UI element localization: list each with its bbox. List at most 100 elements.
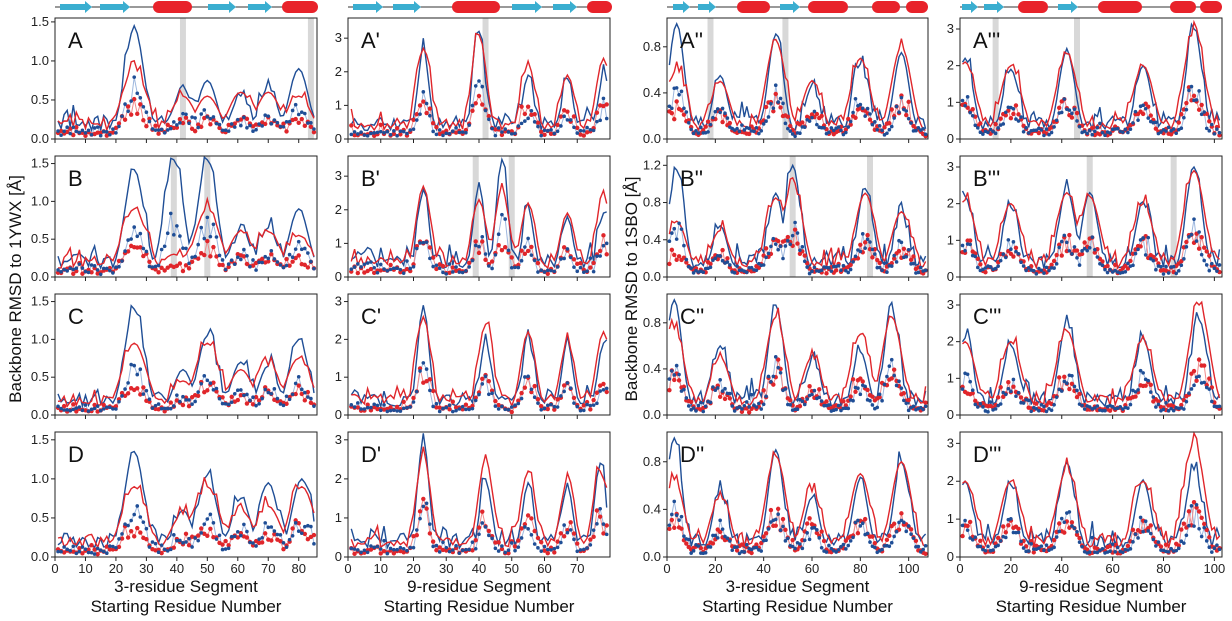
point-blue-D3-87 [1182,541,1186,545]
point-red-B-65 [253,260,259,266]
point-red-A-74 [281,121,286,126]
ss-strand-9res-1YWX-0 [353,1,383,13]
point-blue-A3-81 [1166,125,1171,130]
point-blue-C1-20 [414,389,419,394]
point-blue-C1-59 [542,406,547,411]
point-blue-A-83 [309,120,313,125]
point-blue-D3-24 [1021,546,1026,550]
point-blue-A-65 [254,127,258,132]
ytick-label-D-2: 1.0 [31,471,49,486]
point-blue-C-83 [309,396,313,401]
point-blue-C2-78 [856,386,860,391]
point-red-D1-50 [512,544,518,549]
point-red-C1-30 [447,407,452,412]
point-red-C2-72 [841,399,846,404]
highlight-band-A3-0 [992,18,999,139]
point-red-D-47 [199,526,204,531]
xtick-label-D1-4: 40 [472,561,486,576]
point-red-C1-73 [588,407,593,412]
point-blue-C-36 [165,406,170,411]
point-blue-A2-59 [810,115,814,120]
point-blue-D-78 [293,521,298,525]
point-red-D1-25 [430,539,436,544]
point-blue-C1-69 [575,404,580,409]
point-blue-B-15 [101,266,106,271]
point-red-B-75 [284,256,289,262]
point-blue-D-76 [287,537,292,542]
point-blue-C2-27 [732,409,737,413]
point-blue-D2-85 [873,545,877,550]
point-blue-C1-44 [493,404,498,408]
point-red-A2-50 [788,123,793,129]
point-blue-A2-7 [684,110,689,114]
point-blue-D1-44 [493,546,498,551]
point-blue-C-76 [287,397,292,402]
point-blue-C-39 [175,393,179,397]
point-blue-C-43 [187,398,191,402]
point-red-D3-78 [1158,544,1164,549]
point-blue-B1-15 [398,267,403,272]
point-blue-B1-24 [428,256,432,261]
point-blue-C-54 [220,401,225,406]
point-blue-B3-13 [993,266,998,271]
point-red-B2-93 [891,256,897,261]
series-blue-line-D3 [961,460,1221,550]
point-red-D-16 [104,544,109,549]
point-red-B2-87 [877,260,882,266]
point-blue-B-5 [71,267,76,272]
point-blue-C-82 [306,395,310,399]
panel-frame-A3 [959,17,1223,140]
point-blue-B3-49 [1085,248,1089,253]
ytick-label-A-1: 0.5 [31,92,49,107]
point-blue-B3-70 [1138,238,1143,242]
point-blue-D1-63 [555,545,560,550]
point-blue-D2-62 [817,536,822,540]
point-blue-A-57 [229,122,234,126]
point-red-B3-3 [967,238,973,243]
point-red-C1-19 [411,395,416,401]
point-red-C-79 [296,383,301,388]
point-red-C1-58 [539,403,544,409]
point-red-C-64 [250,402,256,407]
point-blue-B-47 [199,225,204,230]
point-blue-A1-63 [555,129,560,134]
point-red-C-43 [186,404,192,409]
point-blue-D2-5 [679,514,684,519]
point-red-C-2 [61,403,67,409]
point-blue-C-47 [199,381,204,386]
point-red-B3-96 [1204,249,1209,254]
point-blue-C1-22 [421,361,426,365]
point-blue-A2-98 [904,109,909,113]
point-blue-A-25 [132,75,137,79]
point-blue-C-27 [138,367,143,372]
point-blue-D1-16 [401,546,406,551]
point-blue-A2-39 [761,122,766,126]
point-blue-A1-58 [539,133,544,138]
point-blue-A-76 [287,119,292,124]
point-blue-A-81 [303,111,307,116]
point-blue-A1-77 [601,96,606,101]
point-blue-B3-3 [968,242,972,247]
point-red-A1-23 [424,110,429,116]
point-red-A3-76 [1153,126,1159,131]
point-blue-B-76 [287,252,292,257]
point-blue-C-70 [269,391,274,396]
point-blue-A1-10 [382,130,386,135]
point-blue-A1-1 [352,130,357,134]
point-blue-A-30 [147,119,152,124]
point-blue-B-53 [217,253,222,258]
point-red-A-51 [211,117,216,122]
point-blue-B-78 [293,247,298,251]
point-blue-D1-29 [444,545,449,550]
point-blue-B1-7 [372,265,377,270]
point-red-D2-85 [872,540,878,546]
point-red-A-81 [302,123,308,129]
point-red-A2-43 [771,109,776,114]
point-red-C2-76 [850,377,856,382]
point-red-D1-45 [496,540,501,545]
point-blue-D3-95 [1202,525,1206,530]
point-red-B2-97 [901,246,907,252]
point-red-B3-57 [1105,263,1110,269]
point-blue-C2-89 [882,382,887,387]
point-red-D-74 [281,546,286,552]
